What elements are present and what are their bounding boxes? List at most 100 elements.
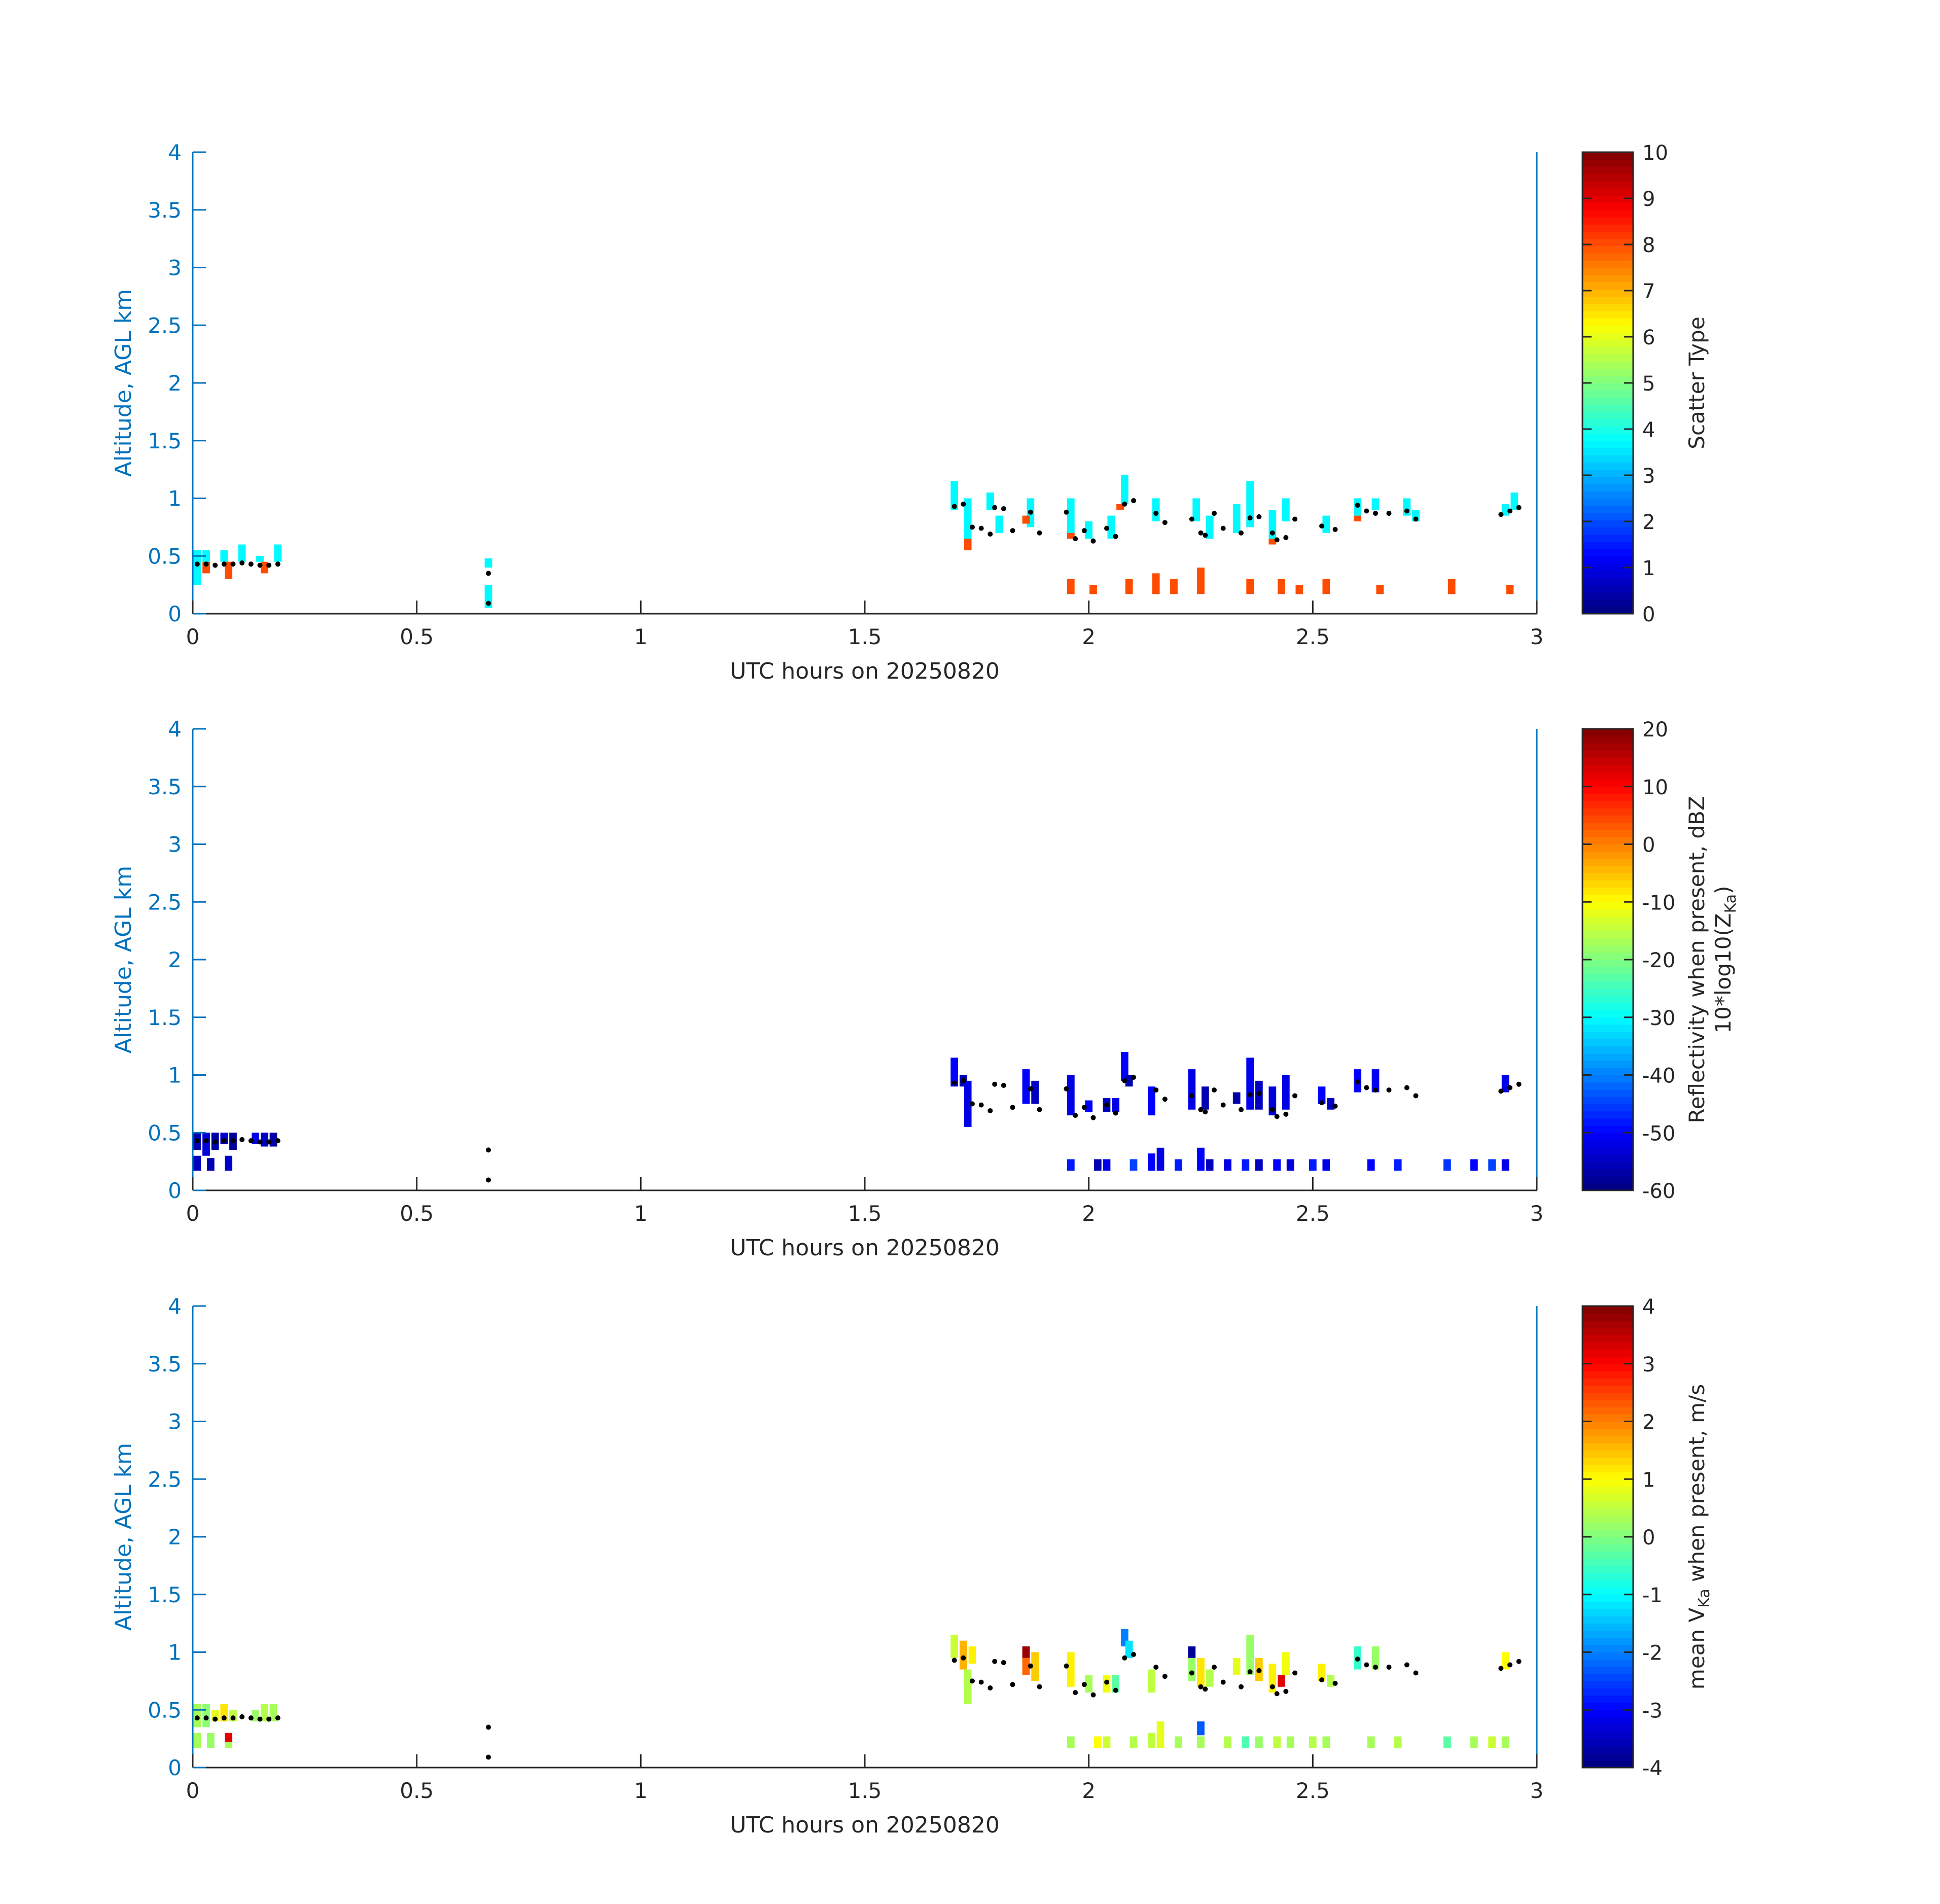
colorbar-swatch [1582, 1703, 1633, 1710]
colorbar-swatch [1582, 880, 1633, 888]
data-point [1292, 1670, 1297, 1676]
colorbar-swatch [1582, 938, 1633, 946]
colorbar-swatch [1582, 217, 1633, 225]
colorbar-swatch [1582, 1003, 1633, 1011]
heatmap-cell [1067, 1652, 1075, 1687]
data-point [1283, 535, 1289, 540]
y-tick-label: 2.5 [148, 890, 182, 914]
data-point [1122, 501, 1127, 507]
y-tick-label: 1.5 [148, 429, 182, 453]
data-point [1028, 1086, 1033, 1091]
heatmap-cell [1309, 1736, 1317, 1748]
y-tick-label: 4 [168, 717, 182, 742]
colorbar-swatch [1582, 606, 1633, 614]
data-point [1507, 1085, 1512, 1090]
data-point [213, 1716, 218, 1722]
heatmap-cell [1156, 1721, 1165, 1748]
data-point [266, 1139, 272, 1145]
colorbar-swatch [1582, 786, 1633, 794]
heatmap-cell [202, 550, 210, 562]
data-point [1212, 1087, 1217, 1093]
heatmap-cell [1170, 579, 1178, 594]
colorbar: -4 -3 -2 -1 0 1 2 3 4 mean VKa when present, m/s [1581, 1295, 1713, 1780]
heatmap-cell [1147, 1733, 1155, 1748]
colorbar-swatch [1582, 1435, 1633, 1443]
colorbar-swatch [1582, 1544, 1633, 1552]
colorbar-tick-label: -3 [1642, 1699, 1663, 1722]
colorbar-swatch [1582, 1010, 1633, 1018]
colorbar-swatch [1582, 1630, 1633, 1638]
heatmap-cell [1371, 1069, 1380, 1092]
colorbar-swatch [1582, 281, 1633, 290]
data-point [1292, 1093, 1297, 1099]
colorbar-swatch [1582, 166, 1633, 174]
x-tick-label: 1 [634, 1778, 648, 1803]
data-point [1081, 1682, 1087, 1687]
data-point [275, 1715, 280, 1721]
colorbar-swatch [1582, 455, 1633, 463]
colorbar-swatch [1582, 1681, 1633, 1689]
colorbar-swatch [1582, 260, 1633, 268]
colorbar-swatch [1582, 426, 1633, 434]
data-point [1153, 1087, 1159, 1093]
heatmap-cell [1443, 1159, 1451, 1171]
heatmap-cell [1147, 1086, 1155, 1116]
data-point [1212, 511, 1217, 516]
heatmap-cell [964, 539, 972, 550]
colorbar-tick-label: 3 [1642, 465, 1655, 488]
data-point [992, 505, 998, 510]
colorbar-tick-label: 2 [1642, 511, 1655, 534]
heatmap-cell [1188, 1658, 1196, 1681]
heatmap-cell [1232, 504, 1241, 533]
colorbar-swatch [1582, 1616, 1633, 1624]
data-point [1516, 1081, 1522, 1087]
colorbar-swatch [1582, 159, 1633, 167]
colorbar-swatch [1582, 549, 1633, 556]
colorbar-swatch [1582, 1537, 1633, 1544]
colorbar-swatch [1582, 793, 1633, 801]
colorbar-swatch [1582, 419, 1633, 427]
data-point [1131, 1075, 1136, 1080]
data-point [1355, 1079, 1360, 1085]
colorbar-swatch [1582, 736, 1633, 744]
colorbar-swatch [1582, 375, 1633, 383]
y-tick-label: 3.5 [148, 1352, 182, 1377]
x-tick-label: 1 [634, 1201, 648, 1226]
heatmap-cell [1201, 1086, 1209, 1110]
colorbar-swatch [1582, 433, 1633, 441]
data-point [486, 1754, 491, 1760]
data-point [1010, 528, 1015, 534]
data-point [1274, 537, 1280, 543]
data-point [1413, 1093, 1419, 1099]
colorbar-label-part: 10*log10(Z [1711, 913, 1736, 1033]
heatmap-cell [995, 515, 1003, 533]
heatmap-cell [1327, 1098, 1335, 1110]
data-point [1001, 1660, 1006, 1665]
heatmap-cell [1197, 1736, 1205, 1748]
heatmap-cell [1242, 1159, 1250, 1171]
data-point [1203, 1109, 1208, 1115]
data-point [203, 561, 209, 567]
colorbar-swatch [1582, 1695, 1633, 1703]
heatmap-cell [1510, 492, 1519, 510]
data-point [1364, 508, 1369, 514]
data-point [1162, 1097, 1168, 1102]
data-point [1212, 1665, 1217, 1670]
data-point [1104, 525, 1109, 531]
colorbar-swatch [1582, 274, 1633, 283]
heatmap-cell [1085, 1675, 1093, 1693]
x-tick-label: 1.5 [848, 624, 882, 649]
data-point [1364, 1662, 1369, 1668]
heatmap-cell [1067, 1159, 1075, 1171]
heatmap-cell [1318, 1086, 1326, 1104]
heatmap-cell [206, 1733, 215, 1748]
heatmap-cell [1318, 1664, 1326, 1681]
colorbar-swatch [1582, 1760, 1633, 1768]
data-point [1247, 515, 1253, 521]
data-point [1319, 1100, 1324, 1106]
colorbar-swatch [1582, 822, 1633, 830]
data-point [978, 1679, 984, 1685]
heatmap-cell [1268, 539, 1277, 545]
data-point [1355, 1656, 1360, 1662]
colorbar-tick-label: 0 [1642, 1526, 1655, 1549]
